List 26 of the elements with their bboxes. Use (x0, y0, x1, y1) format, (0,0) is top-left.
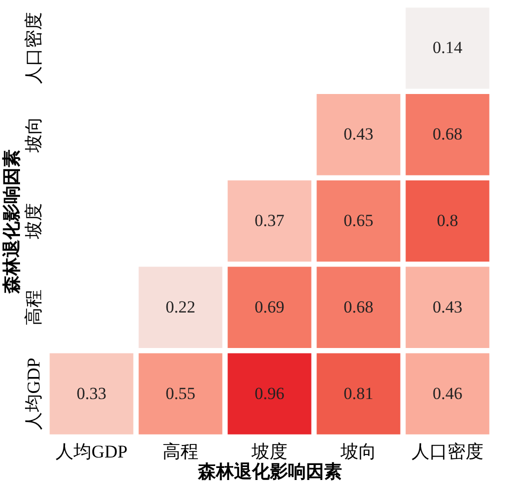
data-label: 0.81 (344, 384, 374, 403)
data-label: 0.46 (432, 384, 462, 403)
y-tick-label: 人口密度 (24, 12, 44, 84)
y-tick-label: 坡向 (24, 116, 44, 154)
y-axis-title: 森林退化影响因素 (2, 150, 22, 294)
data-label: 0.55 (166, 384, 196, 403)
data-label: 0.43 (344, 124, 374, 144)
data-label: 0.14 (432, 38, 463, 58)
y-tick-label: 高程 (24, 289, 44, 326)
x-axis-title: 森林退化影响因素 (197, 462, 342, 482)
data-label: 0.96 (254, 384, 284, 403)
data-label: 0.68 (344, 297, 374, 316)
x-tick-label: 坡度 (250, 442, 288, 462)
x-tick-label: 坡向 (340, 442, 376, 462)
data-label: 0.69 (254, 297, 284, 316)
data-label: 0.8 (436, 211, 458, 230)
data-label: 0.65 (344, 211, 374, 230)
data-label: 0.22 (166, 297, 196, 316)
x-tick-label: 高程 (162, 442, 198, 462)
data-label: 0.43 (432, 297, 462, 316)
data-label: 0.37 (254, 211, 285, 230)
y-tick-label: 坡度 (24, 203, 44, 240)
x-tick-label: 人均GDP (55, 442, 128, 462)
data-label: 0.33 (76, 384, 106, 403)
x-tick-label: 人口密度 (412, 442, 484, 462)
data-label: 0.68 (432, 124, 462, 144)
